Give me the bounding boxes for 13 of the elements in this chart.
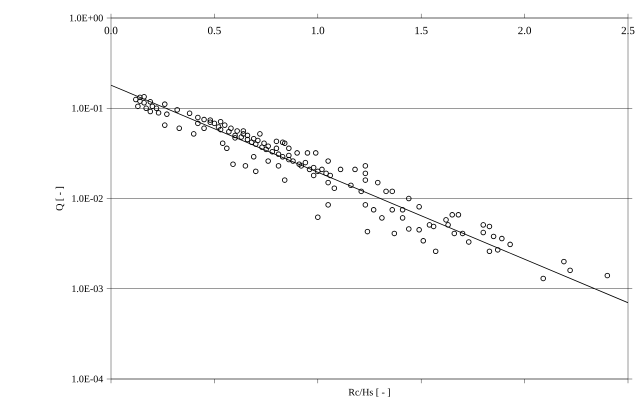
x-axis-title: Rc/Hs [ - ] bbox=[348, 388, 390, 397]
y-tick-label: 1.0E-03 bbox=[72, 285, 103, 292]
y-tick-label: 1.0E-01 bbox=[72, 104, 103, 112]
y-tick-label: 1.0E-04 bbox=[72, 376, 104, 382]
y-tick-label: 1.0E-02 bbox=[72, 195, 103, 202]
x-tick-label: 0.0 bbox=[104, 26, 118, 34]
y-tick-label: 1.0E+00 bbox=[70, 14, 103, 22]
y-axis-title: Q [ - ] bbox=[56, 186, 64, 210]
x-tick-label: 2.5 bbox=[622, 26, 634, 34]
x-tick-label: 2.0 bbox=[518, 26, 532, 34]
x-tick-label: 1.5 bbox=[415, 26, 428, 34]
x-tick-label: 1.0 bbox=[312, 26, 324, 34]
x-tick-label: 0.5 bbox=[208, 26, 221, 34]
